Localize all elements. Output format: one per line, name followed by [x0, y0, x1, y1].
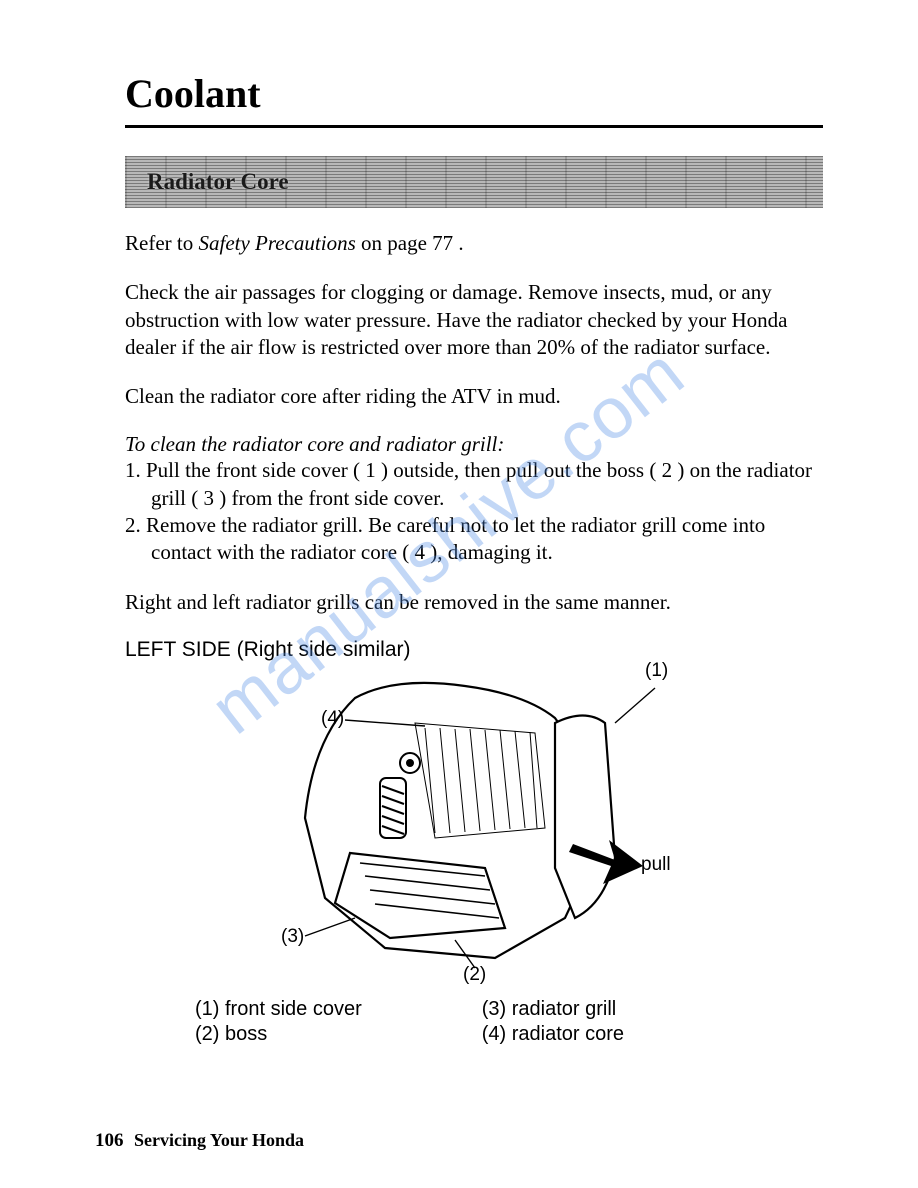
intro-ref-prefix: Refer to — [125, 231, 198, 255]
paragraph-2: Clean the radiator core after riding the… — [125, 383, 823, 410]
page-title: Coolant — [125, 70, 823, 117]
callout-4: (4) — [321, 708, 344, 730]
callout-3: (3) — [281, 926, 304, 948]
title-rule — [125, 125, 823, 128]
diagram-caption: LEFT SIDE (Right side similar) — [125, 638, 823, 662]
diagram-svg — [185, 668, 725, 988]
intro-ref-italic: Safety Precautions — [198, 231, 355, 255]
diagram-block: LEFT SIDE (Right side similar) — [125, 638, 823, 1046]
intro-reference: Refer to Safety Precautions on page 77 . — [125, 230, 823, 257]
intro-ref-suffix: on page 77 . — [356, 231, 464, 255]
step-2: 2. Remove the radiator grill. Be careful… — [125, 512, 823, 567]
section-heading: Radiator Core — [125, 169, 289, 195]
step-1: 1. Pull the front side cover ( 1 ) outsi… — [125, 457, 823, 512]
footer-section-title: Servicing Your Honda — [134, 1130, 304, 1150]
page-number: 106 — [95, 1130, 124, 1151]
diagram-legend: (1) front side cover (2) boss (3) radiat… — [195, 998, 823, 1046]
callout-1: (1) — [645, 660, 668, 682]
legend-col-left: (1) front side cover (2) boss — [195, 998, 362, 1046]
paragraph-3: Right and left radiator grills can be re… — [125, 589, 823, 616]
diagram-illustration: (1) (4) pull (3) (2) — [185, 668, 725, 988]
legend-item-1: (1) front side cover — [195, 998, 362, 1021]
page-footer: 106 Servicing Your Honda — [95, 1130, 304, 1152]
legend-item-3: (3) radiator grill — [482, 998, 624, 1021]
section-banner: Radiator Core — [125, 156, 823, 208]
callout-2: (2) — [463, 964, 486, 986]
paragraph-1: Check the air passages for clogging or d… — [125, 279, 823, 361]
callout-pull: pull — [641, 854, 671, 876]
steps-list: 1. Pull the front side cover ( 1 ) outsi… — [125, 457, 823, 566]
legend-item-2: (2) boss — [195, 1023, 362, 1046]
legend-item-4: (4) radiator core — [482, 1023, 624, 1046]
instruction-heading: To clean the radiator core and radiator … — [125, 432, 823, 457]
legend-col-right: (3) radiator grill (4) radiator core — [482, 998, 624, 1046]
